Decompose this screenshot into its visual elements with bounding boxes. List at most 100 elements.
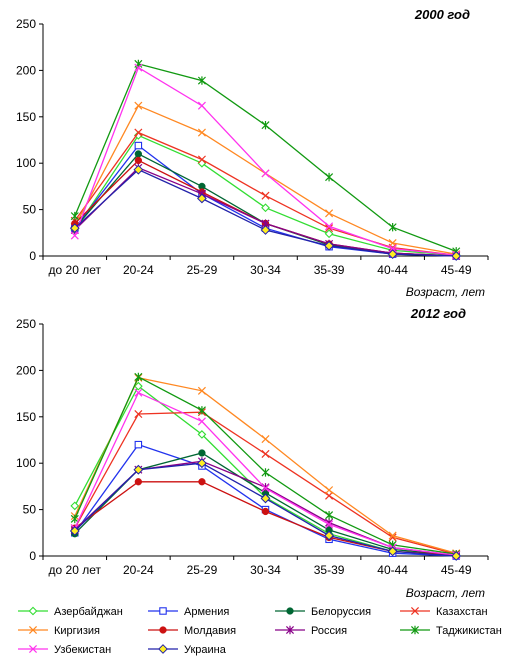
y-tick-label: 50 <box>23 503 37 517</box>
data-point <box>324 229 334 239</box>
data-point <box>324 240 334 251</box>
data-point <box>325 224 334 233</box>
data-point <box>261 449 270 458</box>
legend-item-0: Азербайджан <box>18 606 123 618</box>
data-point <box>134 440 143 449</box>
data-point <box>133 464 144 475</box>
y-tick-label: 0 <box>29 549 36 563</box>
chart-title: 2000 год <box>414 7 470 22</box>
data-point <box>134 388 143 397</box>
x-tick-label: 45-49 <box>441 563 472 577</box>
data-point <box>70 514 79 524</box>
data-point <box>134 409 143 419</box>
data-point <box>134 156 143 165</box>
legend-swatch-marker <box>159 607 167 615</box>
data-point <box>197 458 207 469</box>
legend-swatch-marker <box>28 625 38 635</box>
data-point <box>261 468 270 477</box>
x-tick-label: 20-24 <box>123 563 154 577</box>
series-7 <box>70 372 461 559</box>
data-point <box>261 120 270 130</box>
data-point <box>388 223 397 232</box>
legend-item-2: Белоруссия <box>275 606 371 618</box>
legend-swatch-marker <box>158 644 168 654</box>
x-tick-label: 35-39 <box>314 263 345 277</box>
series-9 <box>69 164 462 261</box>
legend: Азербайджан Армения Белоруссия Казахстан Кир… <box>18 606 502 656</box>
legend-label: Киргизия <box>54 625 100 637</box>
data-point <box>325 510 334 520</box>
x-axis-title: Возраст, лет <box>406 285 485 299</box>
data-point <box>134 128 143 137</box>
x-tick-label: 25-29 <box>187 263 218 277</box>
data-point <box>261 191 270 200</box>
legend-item-3: Казахстан <box>400 606 488 618</box>
data-point <box>197 193 207 204</box>
series-line <box>74 131 457 256</box>
y-tick-label: 100 <box>16 456 36 470</box>
x-tick-label: до 20 лет <box>49 263 102 277</box>
data-point <box>197 430 207 439</box>
chart-title: 2012 год <box>410 306 466 321</box>
legend-label: Узбекистан <box>54 644 111 656</box>
y-tick-label: 50 <box>23 203 37 217</box>
data-point <box>134 372 143 382</box>
x-tick-label: 30-34 <box>250 263 281 277</box>
y-tick-label: 100 <box>16 156 36 170</box>
data-point <box>325 486 334 495</box>
legend-swatch-marker <box>410 625 420 635</box>
data-point <box>134 478 143 486</box>
data-point <box>133 164 144 175</box>
data-point <box>325 222 334 231</box>
data-point <box>197 406 206 415</box>
x-tick-label: 35-39 <box>314 563 345 577</box>
x-axis-title: Возраст, лет <box>406 586 485 600</box>
x-tick-label: 25-29 <box>187 563 218 577</box>
data-point <box>197 128 206 137</box>
data-point <box>324 530 334 541</box>
legend-label: Казахстан <box>436 606 488 618</box>
x-tick-label: 40-44 <box>377 263 408 277</box>
y-tick-label: 250 <box>16 317 36 331</box>
data-point <box>388 531 397 540</box>
data-point <box>198 478 206 486</box>
data-point <box>134 63 143 72</box>
legend-label: Россия <box>311 625 347 637</box>
data-point <box>197 76 206 85</box>
x-tick-label: 40-44 <box>377 563 408 577</box>
data-point <box>197 101 206 110</box>
series-2 <box>71 449 460 559</box>
legend-swatch-marker <box>28 644 38 654</box>
chart-panel-2: 0 50 100 150 200 250 до 20 лет 20-24 25-29 30-34 3… <box>16 306 489 600</box>
data-point <box>69 223 80 234</box>
data-point <box>70 211 79 221</box>
data-point <box>197 417 206 426</box>
data-point <box>260 493 271 504</box>
data-point <box>261 484 270 493</box>
legend-label: Армения <box>184 606 229 618</box>
legend-item-9: Украина <box>148 644 227 656</box>
legend-swatch-marker <box>286 607 294 615</box>
series-9 <box>69 458 462 561</box>
data-point <box>134 141 143 150</box>
legend-item-8: Узбекистан <box>18 644 111 656</box>
series-8 <box>70 63 461 260</box>
data-point <box>388 244 397 253</box>
series-line <box>74 168 457 257</box>
chart-panel-1: 0 50 100 150 200 250 до 20 лет 20-24 25-29 30-34 3… <box>16 7 489 299</box>
data-point <box>197 155 206 164</box>
data-point <box>69 526 80 536</box>
y-tick-label: 250 <box>16 17 36 31</box>
legend-swatch-marker <box>159 626 167 634</box>
data-point <box>387 546 398 557</box>
legend-label: Украина <box>184 644 227 656</box>
data-point <box>388 533 397 542</box>
series-line <box>74 376 457 555</box>
legend-swatch-marker <box>410 606 420 616</box>
data-point <box>197 386 206 395</box>
data-point <box>261 435 270 444</box>
legend-label: Таджикистан <box>436 625 502 637</box>
legend-swatch-marker <box>28 606 38 616</box>
y-tick-label: 0 <box>29 249 36 263</box>
data-point <box>261 507 270 516</box>
